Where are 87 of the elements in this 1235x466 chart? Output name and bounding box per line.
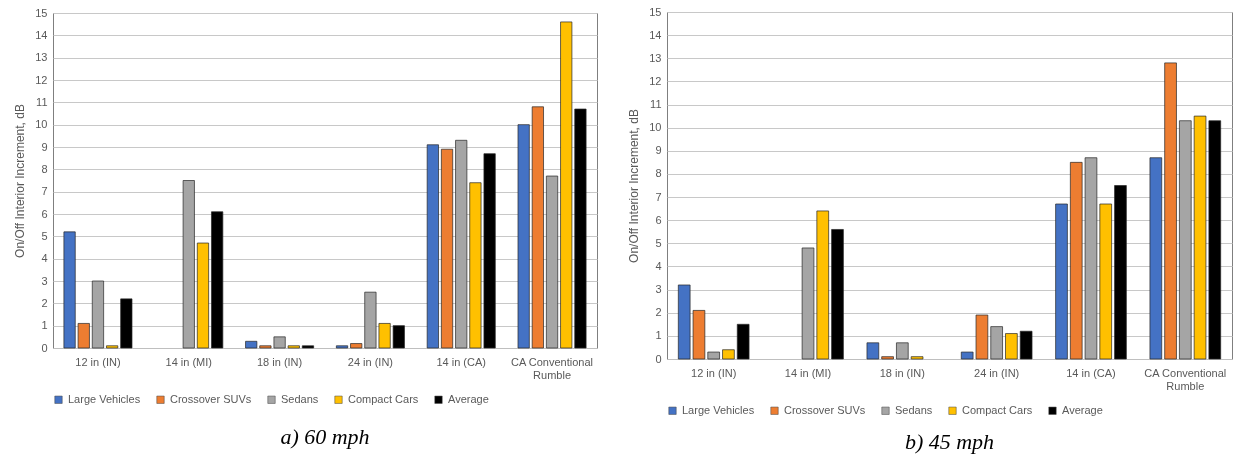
y-tick-label: 11 bbox=[36, 95, 48, 108]
bar bbox=[990, 326, 1003, 360]
y-tick-label: 6 bbox=[655, 213, 662, 226]
y-tick-label: 0 bbox=[655, 352, 662, 365]
y-tick-label: 5 bbox=[41, 229, 48, 242]
bar bbox=[866, 342, 880, 360]
y-tick-label: 4 bbox=[41, 252, 48, 265]
y-tick-label: 10 bbox=[35, 118, 48, 131]
y-tick-label: 13 bbox=[649, 51, 662, 64]
bar bbox=[426, 144, 439, 349]
legend-label: Compact Cars bbox=[962, 403, 1033, 416]
y-tick-label: 2 bbox=[41, 296, 48, 309]
x-tick-label: 18 in (IN) bbox=[256, 355, 303, 368]
x-tick-label: 12 in (IN) bbox=[691, 366, 737, 379]
y-tick-label: 5 bbox=[655, 236, 662, 249]
x-tick-label: 14 in (CA) bbox=[436, 355, 486, 368]
bar bbox=[1005, 333, 1018, 360]
bar bbox=[896, 342, 909, 360]
legend-label: Sedans bbox=[281, 392, 319, 405]
y-axis-title: On/Off Interior Increment, dB bbox=[13, 104, 28, 258]
y-tick-label: 14 bbox=[649, 28, 662, 41]
bar bbox=[196, 242, 209, 349]
bar bbox=[91, 280, 104, 349]
bar bbox=[707, 351, 720, 360]
y-tick-label: 3 bbox=[41, 274, 48, 287]
legend-label: Crossover SUVs bbox=[784, 403, 866, 416]
legend-label: Large Vehicles bbox=[68, 392, 141, 405]
bar bbox=[441, 148, 454, 349]
legend-label: Average bbox=[1062, 403, 1103, 416]
bar bbox=[1149, 157, 1163, 360]
y-tick-label: 1 bbox=[655, 329, 662, 342]
x-tick-label: 24 in (IN) bbox=[974, 366, 1020, 379]
x-tick-label: 24 in (IN) bbox=[347, 355, 394, 368]
x-tick-label: 18 in (IN) bbox=[879, 366, 925, 379]
bar bbox=[1114, 185, 1127, 360]
bar bbox=[831, 229, 844, 360]
y-tick-label: 15 bbox=[649, 5, 662, 18]
bar bbox=[120, 298, 133, 349]
bar bbox=[881, 356, 894, 360]
legend-label: Large Vehicles bbox=[682, 403, 755, 416]
y-tick-label: 12 bbox=[649, 74, 662, 87]
y-tick-label: 0 bbox=[41, 341, 48, 354]
bar bbox=[211, 211, 224, 349]
legend-label: Sedans bbox=[895, 403, 933, 416]
bar bbox=[1019, 330, 1033, 360]
y-tick-label: 4 bbox=[655, 259, 662, 272]
y-axis-title: On/Off Interior Increment, dB bbox=[627, 109, 642, 263]
y-tick-label: 8 bbox=[655, 167, 662, 180]
x-tick-label: CA Conventional Rumble bbox=[1144, 366, 1227, 392]
y-tick-label: 7 bbox=[655, 190, 662, 203]
y-tick-label: 9 bbox=[41, 140, 48, 153]
bar bbox=[336, 345, 349, 349]
y-tick-label: 6 bbox=[41, 207, 48, 220]
y-tick-label: 10 bbox=[649, 121, 662, 134]
y-tick-label: 1 bbox=[41, 319, 48, 332]
bar bbox=[736, 323, 750, 360]
y-tick-label: 7 bbox=[41, 185, 48, 198]
legend-label: Crossover SUVs bbox=[170, 392, 252, 405]
legend-label: Average bbox=[448, 392, 489, 405]
y-tick-label: 3 bbox=[655, 283, 662, 296]
legend-label: Compact Cars bbox=[348, 392, 419, 405]
x-tick-label: 14 in (MI) bbox=[784, 366, 832, 379]
bar bbox=[546, 175, 559, 349]
y-tick-label: 15 bbox=[35, 6, 48, 19]
bar bbox=[106, 345, 119, 349]
y-tick-label: 12 bbox=[35, 73, 48, 86]
y-tick-label: 14 bbox=[35, 28, 48, 41]
y-tick-label: 11 bbox=[650, 98, 662, 111]
x-tick-label: 14 in (MI) bbox=[165, 355, 213, 368]
y-tick-label: 13 bbox=[35, 51, 48, 64]
text: b) 45 mph bbox=[904, 429, 995, 454]
bar bbox=[531, 106, 544, 349]
bar bbox=[301, 345, 314, 349]
bar bbox=[1179, 120, 1192, 360]
bar bbox=[722, 349, 735, 360]
x-tick-label: CA Conventional Rumble bbox=[511, 355, 594, 381]
text: a) 60 mph bbox=[280, 424, 370, 449]
x-tick-label: 14 in (CA) bbox=[1066, 366, 1116, 379]
y-tick-label: 8 bbox=[41, 162, 48, 175]
y-tick-label: 9 bbox=[655, 144, 662, 157]
bar bbox=[1164, 62, 1177, 360]
bar bbox=[1055, 203, 1068, 360]
bar bbox=[910, 356, 924, 360]
y-tick-label: 2 bbox=[655, 306, 662, 319]
bar bbox=[182, 180, 195, 349]
x-tick-label: 12 in (IN) bbox=[75, 355, 121, 368]
bar bbox=[517, 124, 530, 349]
